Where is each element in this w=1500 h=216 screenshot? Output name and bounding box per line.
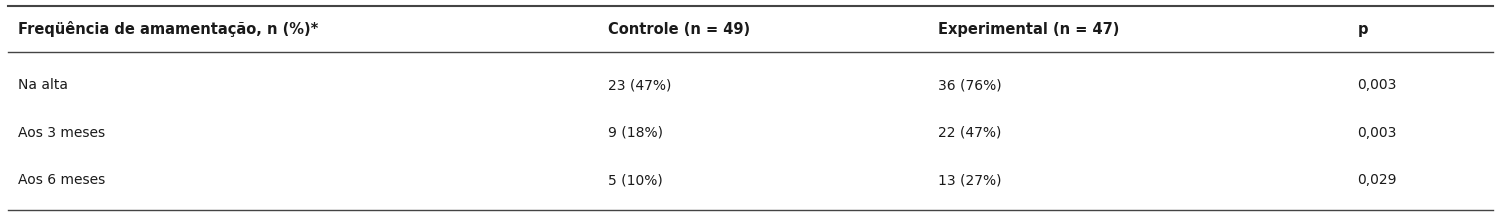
Text: Aos 6 meses: Aos 6 meses xyxy=(18,173,105,187)
Text: 22 (47%): 22 (47%) xyxy=(938,126,1000,140)
Text: 0,003: 0,003 xyxy=(1358,78,1396,92)
Text: Freqüência de amamentação, n (%)*: Freqüência de amamentação, n (%)* xyxy=(18,21,318,37)
Text: 36 (76%): 36 (76%) xyxy=(938,78,1000,92)
Text: Controle (n = 49): Controle (n = 49) xyxy=(608,22,750,37)
Text: 9 (18%): 9 (18%) xyxy=(608,126,663,140)
Text: 0,003: 0,003 xyxy=(1358,126,1396,140)
Text: Na alta: Na alta xyxy=(18,78,68,92)
Text: 0,029: 0,029 xyxy=(1358,173,1396,187)
Text: 23 (47%): 23 (47%) xyxy=(608,78,670,92)
Text: Experimental (n = 47): Experimental (n = 47) xyxy=(938,22,1119,37)
Text: p: p xyxy=(1358,22,1368,37)
Text: 13 (27%): 13 (27%) xyxy=(938,173,1000,187)
Text: Aos 3 meses: Aos 3 meses xyxy=(18,126,105,140)
Text: 5 (10%): 5 (10%) xyxy=(608,173,663,187)
